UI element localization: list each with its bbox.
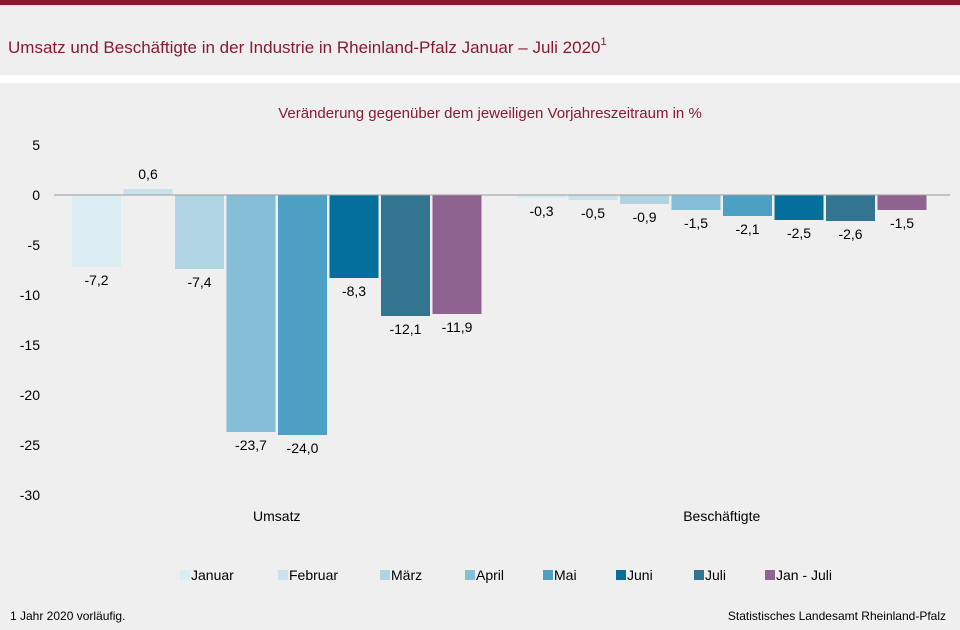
y-tick-label: 0 bbox=[32, 187, 40, 203]
bar-januar-umsatz bbox=[72, 195, 121, 267]
data-label: -2,6 bbox=[838, 226, 862, 242]
bar-jan-juli-umsatz bbox=[432, 195, 482, 314]
data-label: -2,5 bbox=[787, 225, 811, 241]
legend-swatch bbox=[380, 570, 390, 580]
y-tick-label: -5 bbox=[28, 237, 41, 253]
legend-item: Jan - Juli bbox=[765, 567, 832, 583]
data-label: -2,1 bbox=[735, 221, 759, 237]
data-label: 0,6 bbox=[138, 166, 158, 182]
data-label: -0,5 bbox=[581, 205, 605, 221]
data-label: -1,5 bbox=[890, 215, 914, 231]
data-label: -23,7 bbox=[235, 437, 267, 453]
bar-juli-beschäftigte bbox=[826, 195, 875, 221]
legend-swatch bbox=[543, 570, 553, 580]
legend-label: Februar bbox=[289, 567, 338, 583]
page-title: Umsatz und Beschäftigte in der Industrie… bbox=[8, 36, 607, 58]
data-label: -24,0 bbox=[287, 440, 319, 456]
y-tick-label: -30 bbox=[20, 487, 40, 503]
divider bbox=[0, 75, 960, 83]
y-tick-label: -10 bbox=[20, 287, 40, 303]
legend-label: Juli bbox=[705, 567, 726, 583]
legend-swatch bbox=[616, 570, 626, 580]
data-label: -0,3 bbox=[529, 203, 553, 219]
x-axis-labels: Umsatz Beschäftigte bbox=[253, 508, 760, 524]
bar-juni-beschäftigte bbox=[774, 195, 824, 220]
legend-item: Juli bbox=[694, 567, 726, 583]
data-label: -0,9 bbox=[632, 209, 656, 225]
page-title-text: Umsatz und Beschäftigte in der Industrie… bbox=[8, 38, 601, 57]
bar-jan-juli-beschäftigte bbox=[877, 195, 927, 210]
bar-mai-beschäftigte bbox=[723, 195, 772, 216]
legend-label: Januar bbox=[191, 567, 234, 583]
data-label: -1,5 bbox=[684, 215, 708, 231]
header: Umsatz und Beschäftigte in der Industrie… bbox=[0, 5, 960, 75]
bar-juli-umsatz bbox=[381, 195, 430, 316]
y-tick-label: 5 bbox=[32, 137, 40, 153]
data-label: -7,2 bbox=[84, 272, 108, 288]
data-label: -7,4 bbox=[187, 274, 211, 290]
bars: -7,2 -0,3 0,6 -0,5 -7,4 -0,9 -23,7 -1,5 -24,0 -2,… bbox=[72, 166, 927, 456]
source-note: Statistisches Landesamt Rheinland-Pfalz bbox=[727, 609, 946, 623]
legend-label: März bbox=[391, 567, 422, 583]
legend-swatch bbox=[765, 570, 775, 580]
legend-item: Februar bbox=[278, 567, 338, 583]
legend-swatch bbox=[278, 570, 288, 580]
bar-januar-beschäftigte bbox=[517, 195, 566, 198]
bar-juni-umsatz bbox=[329, 195, 379, 278]
legend-item: Mai bbox=[543, 567, 577, 583]
bar-märz-umsatz bbox=[175, 195, 224, 269]
footnote: 1 Jahr 2020 vorläufig. bbox=[10, 609, 126, 623]
bar-april-umsatz bbox=[226, 195, 276, 432]
bar-märz-beschäftigte bbox=[620, 195, 669, 204]
page-title-footnote-mark: 1 bbox=[600, 36, 607, 48]
data-label: -12,1 bbox=[390, 321, 422, 337]
legend: Januar Februar März April Mai Juni Juli Jan - J… bbox=[180, 567, 832, 583]
y-tick-label: -20 bbox=[20, 387, 40, 403]
category-label: Umsatz bbox=[253, 508, 300, 524]
bar-februar-umsatz bbox=[123, 189, 173, 195]
legend-item: März bbox=[380, 567, 422, 583]
legend-label: Juni bbox=[627, 567, 653, 583]
chart-subtitle: Veränderung gegenüber dem jeweiligen Vor… bbox=[278, 105, 702, 122]
y-axis: 5 0 -5 -10 -15 -20 -25 -30 bbox=[20, 137, 40, 503]
bar-februar-beschäftigte bbox=[568, 195, 618, 200]
top-accent-bar bbox=[0, 0, 960, 5]
bar-mai-umsatz bbox=[278, 195, 327, 435]
legend-label: April bbox=[476, 567, 504, 583]
y-tick-label: -15 bbox=[20, 337, 40, 353]
legend-swatch bbox=[180, 570, 190, 580]
legend-label: Jan - Juli bbox=[776, 567, 832, 583]
legend-swatch bbox=[694, 570, 704, 580]
legend-item: April bbox=[465, 567, 504, 583]
data-label: -11,9 bbox=[442, 319, 473, 335]
bar-april-beschäftigte bbox=[671, 195, 721, 210]
data-label: -8,3 bbox=[342, 283, 366, 299]
chart-panel bbox=[0, 83, 960, 630]
legend-item: Januar bbox=[180, 567, 234, 583]
category-label: Beschäftigte bbox=[683, 508, 760, 524]
legend-swatch bbox=[465, 570, 475, 580]
legend-item: Juni bbox=[616, 567, 653, 583]
y-tick-label: -25 bbox=[20, 437, 40, 453]
legend-label: Mai bbox=[554, 567, 577, 583]
